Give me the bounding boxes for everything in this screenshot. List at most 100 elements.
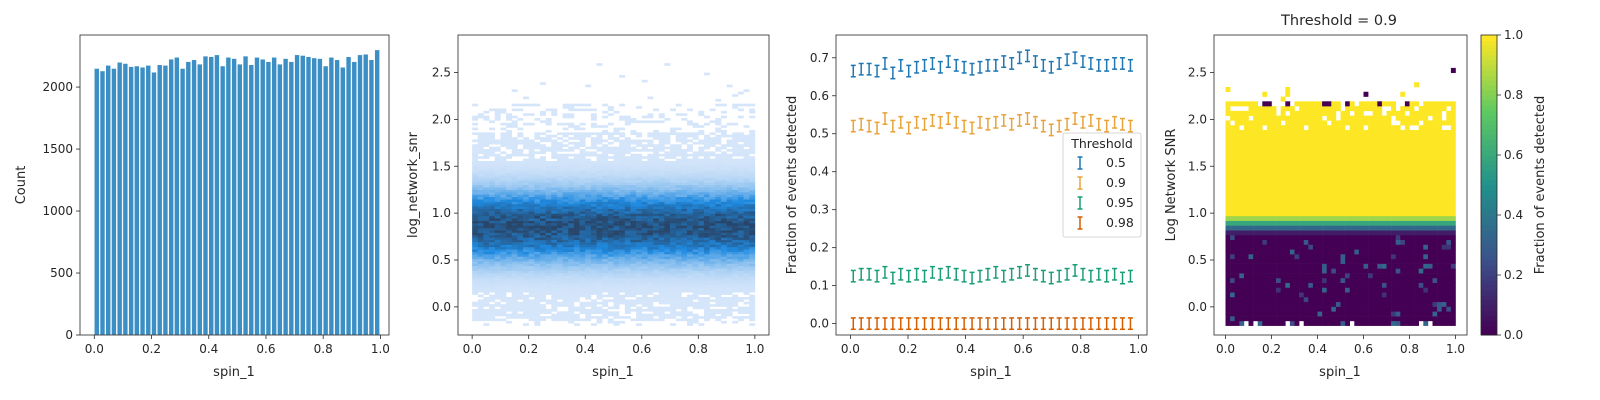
density-cell: [556, 304, 563, 307]
density-cell: [630, 270, 637, 274]
density-cell: [573, 299, 580, 303]
heatmap-cell: [1230, 244, 1235, 250]
density-cell: [715, 187, 722, 190]
density-cell: [556, 249, 563, 252]
density-cell: [551, 108, 558, 112]
density-cell: [681, 265, 688, 269]
heatmap-cell: [1276, 268, 1281, 274]
density-cell: [737, 149, 744, 152]
density-cell: [551, 160, 558, 164]
heatmap-cell: [1248, 168, 1254, 174]
heatmap-cell: [1248, 139, 1254, 145]
density-cell: [687, 277, 693, 281]
density-cell: [681, 191, 688, 195]
density-cell: [613, 127, 620, 131]
density-cell: [749, 237, 756, 241]
density-cell: [477, 177, 484, 181]
density-cell: [545, 191, 552, 195]
density-cell: [737, 187, 744, 190]
density-cell: [494, 175, 501, 178]
density-cell: [607, 108, 614, 112]
density-cell: [630, 218, 637, 221]
density-cell: [681, 201, 688, 205]
density-cell: [743, 199, 750, 202]
density-cell: [687, 170, 693, 174]
density-cell: [630, 261, 637, 264]
density-cell: [539, 277, 546, 281]
density-cell: [545, 211, 552, 214]
density-cell: [636, 256, 643, 260]
heatmap-cell: [1266, 125, 1272, 131]
density-cell: [670, 249, 676, 252]
density-cell: [653, 170, 660, 174]
density-cell: [590, 153, 597, 157]
density-cell: [539, 206, 546, 209]
density-cell: [749, 194, 756, 198]
density-cell: [687, 160, 693, 164]
y-tick-label: 0.4: [810, 165, 829, 179]
density-cell: [483, 301, 490, 305]
density-cell: [737, 215, 744, 219]
density-cell: [607, 165, 614, 169]
density-cell: [737, 265, 744, 269]
density-cell: [602, 149, 609, 152]
density-cell: [720, 285, 727, 288]
density-cell: [551, 113, 558, 116]
heatmap-cell: [1266, 134, 1272, 140]
heatmap-cell: [1230, 230, 1235, 236]
density-cell: [641, 249, 648, 252]
density-cell: [534, 292, 541, 295]
density-cell: [636, 263, 643, 267]
density-cell: [585, 239, 592, 243]
density-cell: [749, 223, 756, 226]
density-cell: [675, 194, 682, 198]
density-cell: [489, 172, 496, 176]
density-cell: [506, 275, 513, 279]
density-cell: [573, 251, 580, 255]
density-cell: [624, 184, 631, 188]
density-cell: [681, 149, 688, 152]
density-cell: [709, 187, 716, 190]
density-cell: [732, 246, 739, 250]
density-cell: [715, 146, 722, 150]
density-cell: [602, 208, 609, 212]
density-cell: [636, 265, 643, 269]
density-cell: [653, 165, 660, 169]
density-cell: [494, 249, 501, 252]
density-cell: [743, 141, 750, 145]
heatmap-cell: [1257, 287, 1263, 293]
density-cell: [726, 304, 733, 307]
histogram-bar: [271, 57, 277, 336]
density-cell: [692, 218, 699, 221]
density-cell: [743, 258, 750, 262]
density-cell: [732, 213, 739, 217]
density-cell: [613, 218, 620, 221]
density-cell: [539, 246, 546, 250]
x-tick-label: 0.6: [632, 342, 651, 356]
density-cell: [534, 237, 541, 241]
density-cell: [483, 141, 490, 145]
density-cell: [602, 273, 609, 276]
density-cell: [489, 234, 496, 238]
density-cell: [715, 289, 722, 293]
density-cell: [675, 227, 682, 231]
density-cell: [528, 156, 535, 159]
density-cell: [568, 182, 575, 186]
heatmap-cell: [1239, 296, 1245, 303]
density-cell: [658, 208, 665, 212]
density-cell: [743, 223, 750, 226]
density-cell: [613, 237, 620, 241]
density-cell: [641, 203, 648, 207]
density-cell: [630, 165, 637, 169]
density-cell: [619, 184, 626, 188]
density-cell: [703, 208, 710, 212]
density-cell: [534, 301, 541, 305]
heatmap-cell: [1271, 182, 1277, 188]
density-cell: [506, 144, 513, 147]
density-cell: [681, 308, 688, 312]
density-cell: [500, 275, 507, 279]
density-cell: [675, 182, 682, 186]
density-cell: [624, 223, 631, 226]
density-cell: [687, 134, 693, 138]
density-cell: [523, 182, 529, 186]
